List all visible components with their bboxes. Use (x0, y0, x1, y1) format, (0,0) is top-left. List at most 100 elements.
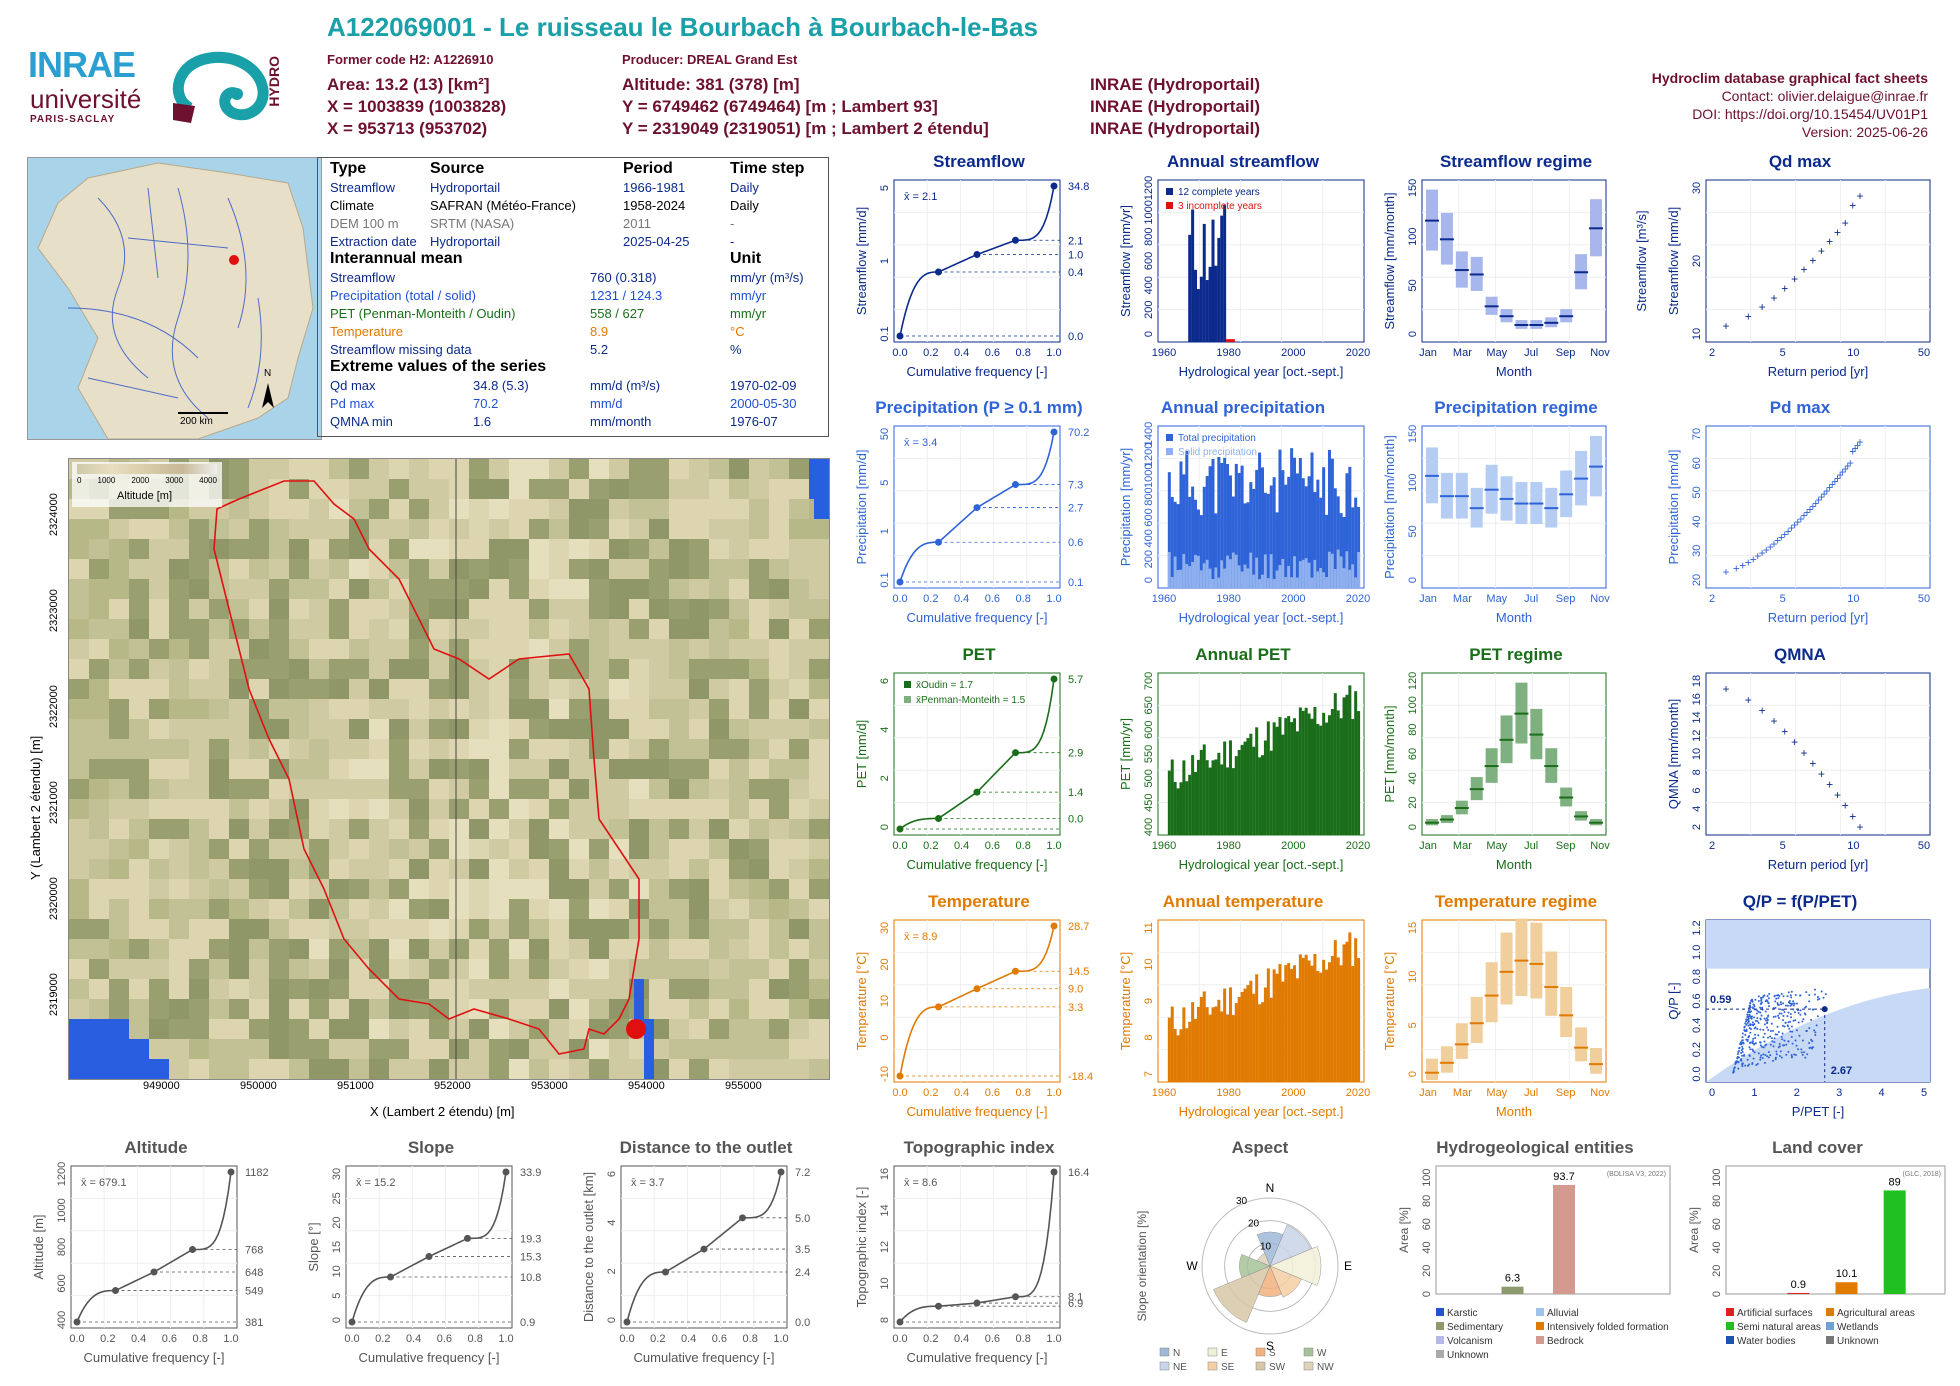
terrain-cell (549, 539, 569, 559)
data-point (1799, 994, 1802, 997)
x-tick-label: 0.6 (437, 1333, 452, 1345)
terrain-cell (769, 619, 789, 639)
terrain-cell (329, 559, 349, 579)
y-tick-label: 60 (1711, 1218, 1723, 1230)
terrain-cell (409, 819, 429, 839)
terrain-cell (649, 479, 669, 499)
terrain-cell (729, 619, 749, 639)
data-point: + (1826, 481, 1833, 495)
extreme-value: 1.6 (473, 414, 492, 429)
y-tick-label: 70 (1691, 428, 1703, 440)
x-tick-label: Mar (1453, 593, 1472, 605)
annual_temp-chart: Annual temperature Hydrological year [oct… (1112, 892, 1374, 1132)
terrain-cell (369, 539, 389, 559)
data-point (1769, 1043, 1772, 1046)
terrain-cell (309, 519, 329, 539)
terrain-cell (509, 579, 529, 599)
terrain-cell (729, 719, 749, 739)
terrain-cell (169, 999, 189, 1019)
terrain-cell (169, 739, 189, 759)
data-point (1805, 991, 1808, 994)
bar (1214, 759, 1218, 835)
data-point (1732, 1070, 1735, 1073)
terrain-cell (549, 839, 569, 859)
y-tick-label: 600 (1143, 720, 1155, 738)
bar-solid (1284, 577, 1288, 588)
data-point (1772, 1029, 1775, 1032)
x-tick-label: 0.2 (923, 1087, 938, 1099)
terrain-cell (749, 1059, 769, 1079)
data-point (1783, 1039, 1786, 1042)
terrain-cell (529, 619, 549, 639)
terrain-cell (289, 719, 309, 739)
terrain-cell (389, 919, 409, 939)
bar (1354, 497, 1358, 588)
bar (1322, 467, 1326, 588)
legend-swatch (1166, 448, 1173, 455)
terrain-cell (769, 819, 789, 839)
legend-label: Karstic (1447, 1308, 1478, 1319)
pd_max-chart: Pd max + + + + + + + + + + + + + + + + + + + + + + + + + + + + + + + + + +… (1660, 398, 1940, 638)
terrain-cell (89, 819, 109, 839)
bar (1325, 969, 1329, 1082)
data-point (1770, 1037, 1773, 1040)
altitude-legend-bar (77, 464, 217, 474)
altitude: Altitude: 381 (378) [m] (622, 75, 800, 94)
y-tick-label: 14 (1691, 711, 1703, 723)
terrain-cell (209, 959, 229, 979)
terrain-cell (109, 979, 129, 999)
data-point (1753, 1016, 1756, 1019)
terrain-cell (209, 739, 229, 759)
bar (1255, 469, 1259, 588)
terrain-cell (189, 759, 209, 779)
legend-swatch (904, 696, 911, 703)
bar (1327, 449, 1331, 588)
data-point (1741, 1032, 1744, 1035)
terrain-cell (249, 899, 269, 919)
y-axis-label: Temperature [°C] (1118, 952, 1133, 1050)
data-point (1787, 1050, 1790, 1053)
terrain-cell (569, 739, 589, 759)
terrain-cell (469, 1039, 489, 1059)
data-point: + (1800, 263, 1807, 277)
bar (1298, 707, 1302, 835)
x-tick-label: 0.0 (69, 1333, 84, 1345)
bar (1333, 940, 1337, 1082)
plot-frame (1705, 179, 1931, 343)
mean-label: x̄ = 3.7 (631, 1177, 664, 1189)
terrain-cell (89, 979, 109, 999)
terrain-cell (749, 459, 769, 479)
ytick: 2321000 (48, 781, 60, 824)
terrain-cell (769, 519, 789, 539)
bar (1211, 1007, 1215, 1082)
bar (1223, 988, 1227, 1082)
mean-value: 1231 / 124.3 (590, 288, 663, 303)
y-tick-label: 10 (331, 1265, 343, 1277)
row-type: Climate (330, 198, 375, 213)
terrain-cell (789, 499, 809, 519)
data-point (1747, 1024, 1750, 1027)
terrain-cell (129, 999, 149, 1019)
terrain-cell (369, 579, 389, 599)
terrain-cell (229, 719, 249, 739)
legend-swatch (1166, 434, 1173, 441)
quantile-point (1012, 481, 1019, 489)
data-point (1777, 1030, 1780, 1033)
bar (1284, 965, 1288, 1082)
data-point (1772, 1007, 1775, 1010)
y-tick-label: 20 (1711, 1265, 1723, 1277)
terrain-cell (769, 939, 789, 959)
bar (1196, 289, 1200, 342)
mean-unit: mm/yr (m³/s) (730, 270, 804, 285)
row-period: 1966-1981 (623, 180, 686, 195)
data-point (1767, 1051, 1770, 1054)
data-point: + (1831, 474, 1838, 488)
y-axis-label: Q/P [-] (1666, 982, 1681, 1019)
altitude-legend: 0 1000 2000 3000 4000 Altitude [m] (72, 462, 222, 507)
quantile-label: 7.2 (795, 1167, 810, 1179)
terrain-cell (769, 719, 789, 739)
terrain-cell (429, 639, 449, 659)
terrain-cell (689, 1019, 709, 1039)
terrain-cell (109, 619, 129, 639)
data-point (1763, 1040, 1766, 1043)
